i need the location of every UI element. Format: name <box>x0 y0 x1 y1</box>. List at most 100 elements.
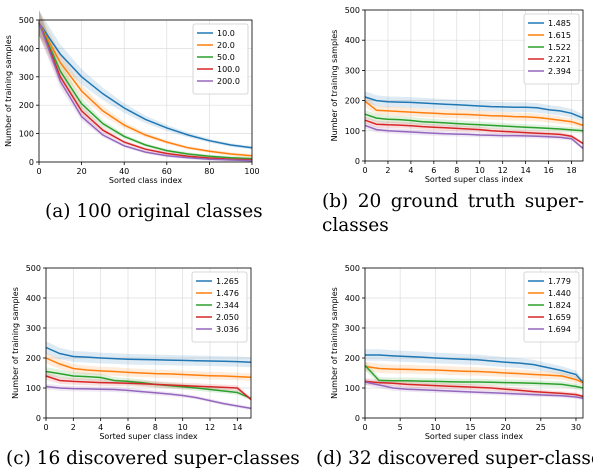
series-band-10.0 <box>39 10 252 150</box>
series-line-1.440 <box>364 365 584 384</box>
series-line-1.522 <box>364 113 584 132</box>
series-line-1.265 <box>45 346 252 363</box>
y-tick-label: 100 <box>26 384 41 393</box>
legend-label-1.485: 1.485 <box>548 19 571 28</box>
chart-panel-1: 0 2 4 6 8 10 12 14 16 18 0 100 200 300 400 500 Sorted su… <box>330 6 584 184</box>
caption-a: (a) 100 original classes <box>45 201 263 222</box>
legend-box <box>191 271 248 343</box>
legend-label-100.0: 100.0 <box>217 65 240 74</box>
x-tick-label: 0 <box>43 423 48 432</box>
series-line-1.476 <box>45 357 252 378</box>
plot-frame <box>364 9 584 162</box>
legend-label-1.694: 1.694 <box>548 325 571 334</box>
y-tick-label: 0 <box>36 414 41 423</box>
y-tick-label: 200 <box>345 97 360 106</box>
x-tick-label: 0 <box>362 423 367 432</box>
legend-label-1.824: 1.824 <box>548 301 571 310</box>
series-band-1.265 <box>46 341 251 368</box>
legend-label-2.221: 2.221 <box>548 55 571 64</box>
legend-label-50.0: 50.0 <box>217 53 235 62</box>
series-band-1.779 <box>365 349 583 386</box>
series-line-1.485 <box>364 96 584 119</box>
series-line-1.824 <box>364 364 584 389</box>
y-tick-label: 200 <box>345 354 360 363</box>
y-axis-label: Number of training samples <box>4 35 13 147</box>
x-tick-label: 40 <box>119 167 129 176</box>
x-tick-label: 8 <box>153 423 158 432</box>
y-tick-label: 400 <box>345 36 360 45</box>
x-axis-label: Sorted super class index <box>99 432 198 441</box>
series-line-1.659 <box>364 380 584 398</box>
legend-label-1.476: 1.476 <box>216 289 239 298</box>
y-tick-label: 500 <box>19 16 34 25</box>
x-tick-label: 8 <box>454 166 459 175</box>
y-tick-label: 100 <box>345 127 360 136</box>
legend-label-1.779: 1.779 <box>548 277 571 286</box>
x-tick-label: 14 <box>232 423 242 432</box>
legend-label-1.265: 1.265 <box>216 277 239 286</box>
x-tick-label: 4 <box>408 166 413 175</box>
y-tick-label: 400 <box>26 294 41 303</box>
x-tick-label: 18 <box>566 166 576 175</box>
series-band-1.485 <box>365 91 583 122</box>
series-band-2.050 <box>46 372 251 402</box>
series-band-1.440 <box>365 361 583 386</box>
series-line-100.0 <box>38 22 253 161</box>
chart-panel-2: 0 2 4 6 8 10 12 14 0 100 200 300 400 500 Sorted super … <box>11 264 252 441</box>
series-line-10.0 <box>38 22 253 149</box>
y-axis-label: Number of training samples <box>330 287 339 399</box>
x-axis-label: Sorted super class index <box>425 432 524 441</box>
y-axis-label: Number of training samples <box>330 30 339 142</box>
y-tick-label: 300 <box>19 73 34 82</box>
x-tick-label: 6 <box>431 166 436 175</box>
y-tick-label: 0 <box>355 157 360 166</box>
x-tick-label: 4 <box>98 423 103 432</box>
x-tick-label: 16 <box>543 166 553 175</box>
legend-label-1.522: 1.522 <box>548 43 571 52</box>
series-band-1.476 <box>46 352 251 381</box>
caption-b-line2: classes <box>322 215 389 236</box>
legend-box <box>192 23 249 95</box>
y-tick-label: 500 <box>345 264 360 273</box>
x-tick-label: 2 <box>385 166 390 175</box>
series-line-1.779 <box>365 354 584 384</box>
legend-label-3.036: 3.036 <box>216 325 239 334</box>
y-tick-label: 100 <box>345 384 360 393</box>
x-tick-label: 25 <box>536 423 546 432</box>
y-tick-label: 0 <box>355 414 360 423</box>
x-tick-label: 20 <box>77 167 87 176</box>
x-tick-label: 10 <box>430 423 440 432</box>
x-tick-label: 60 <box>162 167 172 176</box>
x-tick-label: 10 <box>475 166 485 175</box>
series-line-50.0 <box>38 22 253 160</box>
y-tick-label: 500 <box>26 264 41 273</box>
x-tick-label: 5 <box>398 423 403 432</box>
series-line-200.0 <box>38 22 253 162</box>
x-tick-label: 0 <box>362 166 367 175</box>
y-tick-label: 500 <box>345 6 360 15</box>
legend-label-2.344: 2.344 <box>216 301 239 310</box>
y-tick-label: 400 <box>345 294 360 303</box>
x-tick-label: 0 <box>36 167 41 176</box>
x-tick-label: 2 <box>71 423 76 432</box>
plot-frame <box>364 267 584 419</box>
x-tick-label: 30 <box>571 423 581 432</box>
series-band-3.036 <box>46 383 251 411</box>
y-tick-label: 100 <box>19 130 34 139</box>
x-tick-label: 6 <box>125 423 130 432</box>
y-tick-label: 400 <box>19 44 34 53</box>
legend-label-1.659: 1.659 <box>548 313 571 322</box>
series-band-1.615 <box>365 95 583 129</box>
series-line-2.221 <box>364 119 584 145</box>
series-line-3.036 <box>45 385 252 410</box>
x-tick-label: 10 <box>178 423 188 432</box>
legend-label-20.0: 20.0 <box>217 41 235 50</box>
x-tick-label: 100 <box>244 167 259 176</box>
y-tick-label: 200 <box>19 101 34 110</box>
legend-label-200.0: 200.0 <box>217 77 240 86</box>
y-axis-label: Number of training samples <box>11 287 20 399</box>
x-tick-label: 80 <box>204 167 214 176</box>
series-band-1.659 <box>365 378 583 399</box>
